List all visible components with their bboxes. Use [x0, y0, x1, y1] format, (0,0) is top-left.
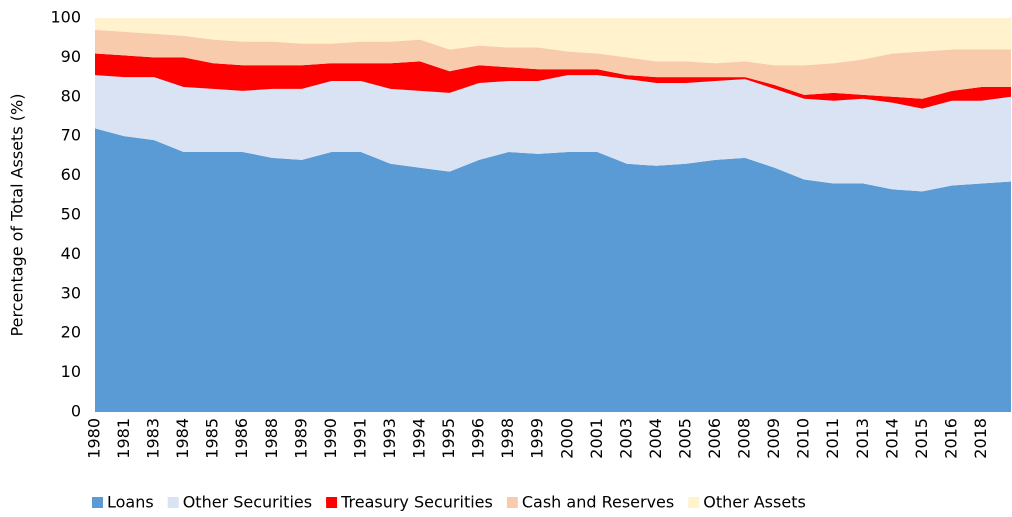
- y-tick-label: 50: [61, 205, 81, 224]
- area: [95, 18, 1011, 66]
- x-tick-label: 1998: [498, 418, 517, 459]
- x-tick-label: 2011: [823, 418, 842, 459]
- y-tick-label: 20: [61, 323, 81, 342]
- legend-label: Cash and Reserves: [522, 493, 674, 512]
- x-tick-label: 1991: [350, 418, 369, 459]
- y-tick-label: 40: [61, 244, 81, 263]
- x-tick-label: 2009: [764, 418, 783, 459]
- y-tick-label: 100: [50, 8, 81, 27]
- legend-swatch: [92, 497, 103, 508]
- legend-label: Other Assets: [703, 493, 806, 512]
- x-tick-label: 2015: [912, 418, 931, 459]
- y-tick-label: 0: [71, 402, 81, 421]
- x-tick-label: 1999: [528, 418, 547, 459]
- x-tick-label: 2014: [882, 418, 901, 459]
- y-tick-label: 70: [61, 126, 81, 145]
- x-tick-label: 1985: [203, 418, 222, 459]
- y-axis-label: Percentage of Total Assets (%): [8, 94, 27, 337]
- legend-label: Loans: [107, 493, 154, 512]
- x-tick-label: 1988: [262, 418, 281, 459]
- x-tick-label: 2006: [705, 418, 724, 459]
- y-tick-label: 80: [61, 86, 81, 105]
- area: [95, 128, 1011, 412]
- x-tick-label: 2005: [675, 418, 694, 459]
- legend-swatch: [326, 497, 338, 508]
- area: [95, 29, 1011, 99]
- x-tick-label: 2004: [646, 418, 665, 459]
- x-tick-label: 1996: [469, 418, 488, 459]
- x-tick-label: 1980: [85, 418, 104, 459]
- x-tick-label: 2000: [557, 418, 576, 459]
- y-tick-label: 90: [61, 47, 81, 66]
- x-tick-label: 2008: [735, 418, 754, 459]
- x-tick-label: 2016: [941, 418, 960, 459]
- y-tick-label: 30: [61, 283, 81, 302]
- y-tick-label: 10: [61, 362, 81, 381]
- x-tick-label: 1994: [410, 418, 429, 459]
- x-tick-label: 2010: [794, 418, 813, 459]
- x-tick-label: 1995: [439, 418, 458, 459]
- x-tick-label: 2018: [971, 418, 990, 459]
- legend-swatch: [167, 497, 179, 508]
- legend-label: Other Securities: [183, 493, 312, 512]
- legend-label: Treasury Securities: [340, 493, 493, 512]
- x-tick-label: 1983: [144, 418, 163, 459]
- legend-swatch: [506, 497, 518, 508]
- x-tick-label: 1993: [380, 418, 399, 459]
- legend-swatch: [688, 497, 700, 508]
- x-tick-label: 2001: [587, 418, 606, 459]
- x-tick-label: 2003: [616, 418, 635, 459]
- area: [95, 53, 1011, 109]
- x-tick-label: 2013: [853, 418, 872, 459]
- y-tick-label: 60: [61, 165, 81, 184]
- x-tick-label: 1990: [321, 418, 340, 459]
- x-tick-label: 1986: [232, 418, 251, 459]
- x-tick-label: 1981: [114, 418, 133, 459]
- x-tick-label: 1984: [173, 418, 192, 459]
- x-tick-label: 1989: [291, 418, 310, 459]
- area: [95, 75, 1011, 192]
